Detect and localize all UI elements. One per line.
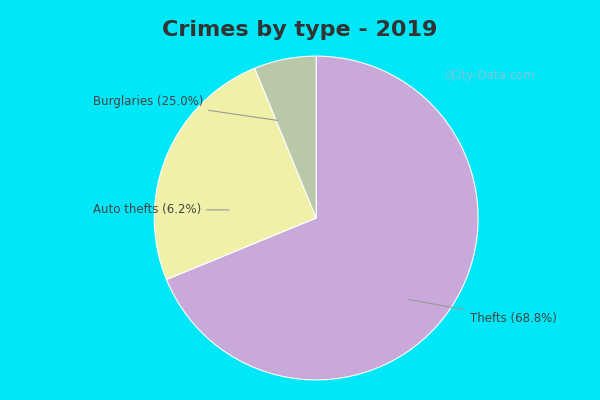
Text: Auto thefts (6.2%): Auto thefts (6.2%) [93,204,229,216]
Text: Thefts (68.8%): Thefts (68.8%) [408,300,557,325]
Wedge shape [255,56,316,218]
Text: Crimes by type - 2019: Crimes by type - 2019 [163,20,437,40]
Text: City-Data.com: City-Data.com [450,69,535,82]
Wedge shape [154,68,316,280]
Wedge shape [166,56,478,380]
Text: ◎: ◎ [443,69,454,82]
Text: Burglaries (25.0%): Burglaries (25.0%) [93,95,278,120]
